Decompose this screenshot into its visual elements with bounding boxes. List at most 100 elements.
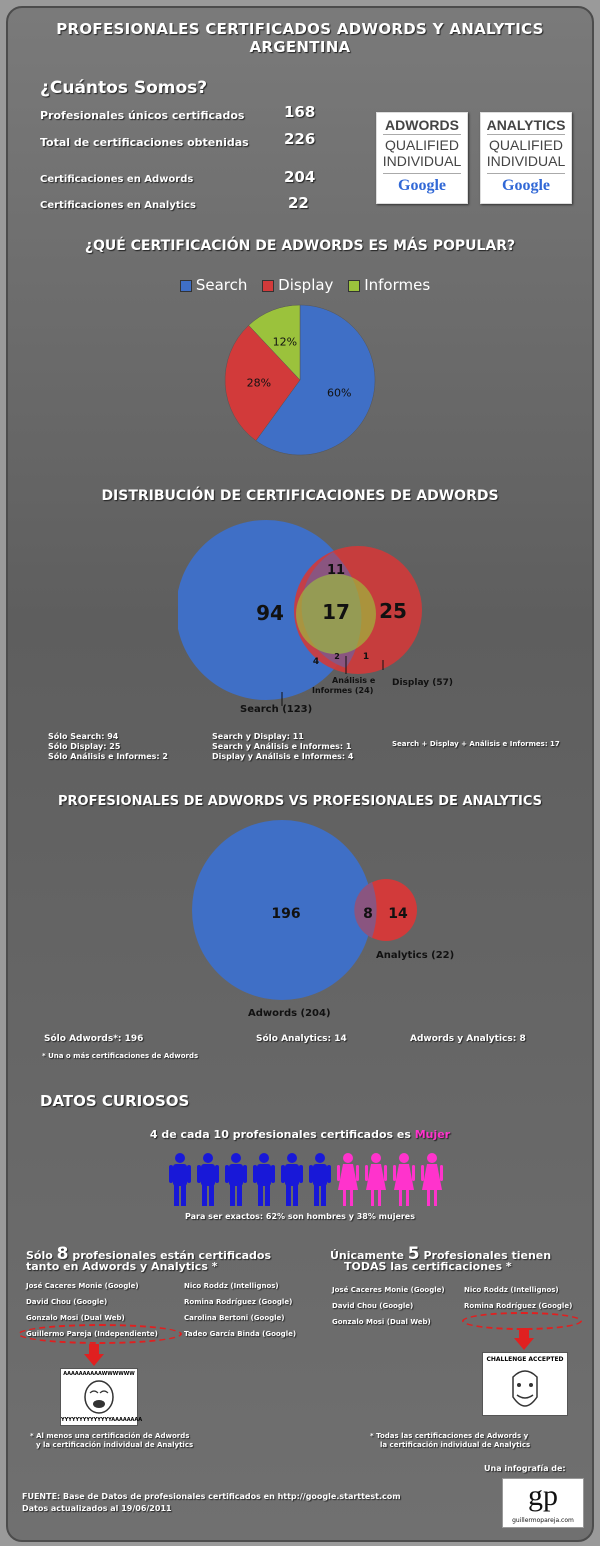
- all-heading-line2: TODAS las certificaciones *: [344, 1260, 512, 1273]
- venn1-note: Sólo Display: 25: [48, 742, 121, 751]
- venn2-note: Sólo Adwords*: 196: [44, 1034, 144, 1044]
- summary-label-0: Profesionales únicos certificados: [40, 109, 245, 122]
- all-footnote-1: * Todas las certificaciones de Adwords y: [370, 1432, 529, 1440]
- man-icon: [308, 1152, 332, 1212]
- summary-value-2: 204: [284, 168, 316, 186]
- man-icon: [196, 1152, 220, 1212]
- both-count: 8: [56, 1244, 69, 1264]
- venn1-informes-label-1: Análisis e: [332, 676, 376, 685]
- venn2-overlap-region: [354, 882, 377, 938]
- pie-slice-display: [224, 324, 301, 442]
- both-heading: Sólo 8 profesionales están certificados: [26, 1244, 271, 1264]
- venn1-note: Sólo Search: 94: [48, 732, 119, 741]
- man-icon: [168, 1152, 192, 1212]
- summary-value-0: 168: [284, 103, 316, 121]
- both-person: Gonzalo Mosi (Dual Web): [26, 1314, 125, 1322]
- man-icon: [280, 1152, 304, 1212]
- badge-divider: [383, 173, 461, 174]
- pie-slice-search: [255, 304, 376, 456]
- woman-icon: [336, 1152, 360, 1212]
- gender-line-text: 4 de cada 10 profesionales certificados …: [149, 1128, 415, 1141]
- venn2-analytics-label: Analytics (22): [376, 950, 455, 961]
- badge-divider: [487, 173, 565, 174]
- both-person: José Caceres Monie (Google): [26, 1282, 139, 1290]
- meme-caption-top: AAAAAAAAAAWWWWWW: [63, 1371, 135, 1377]
- all-heading-prefix: Únicamente: [330, 1249, 408, 1262]
- both-heading-line2: tanto en Adwords y Analytics *: [26, 1260, 218, 1273]
- meme-face-icon: [84, 1380, 114, 1414]
- meme-caption-bottom: YYYYYYYYYYYYYYAAAAAAAA: [61, 1417, 143, 1423]
- summary-label-1: Total de certificaciones obtenidas: [40, 136, 249, 149]
- venn1-search-circle: [178, 520, 356, 700]
- venn1-note: Search y Display: 11: [212, 732, 304, 741]
- all-person: Nico Roddz (Intellignos): [464, 1286, 559, 1294]
- meme-image: AAAAAAAAAAWWWWWW YYYYYYYYYYYYYYAAAAAAAA: [60, 1368, 143, 1426]
- badge-qualified: QUALIFIED: [385, 137, 459, 153]
- logo-text: guillermopareja.com: [512, 1517, 574, 1524]
- gender-highlight: Mujer: [414, 1128, 451, 1141]
- badge-qualified: QUALIFIED: [489, 137, 563, 153]
- pie-label-informes: 12%: [273, 336, 297, 349]
- legend-label-display: Display: [278, 276, 334, 294]
- pie-chart: 60% 28% 12%: [224, 304, 376, 456]
- summary-value-1: 226: [284, 130, 316, 148]
- curious-heading: DATOS CURIOSOS: [40, 1092, 190, 1110]
- venn1-diagram: 94 25 17 11 4 2 1: [178, 520, 422, 706]
- venn2-note: Sólo Analytics: 14: [256, 1034, 347, 1044]
- both-heading-prefix: Sólo: [26, 1249, 57, 1262]
- pie-legend: Search Display Informes: [8, 276, 592, 294]
- both-footnote-2: y la certificación individual de Analyti…: [36, 1441, 194, 1449]
- all-footnote-2: la certificación individual de Analytics: [380, 1441, 531, 1449]
- all-person: José Caceres Monie (Google): [332, 1286, 445, 1294]
- page-title: PROFESIONALES CERTIFICADOS ADWORDS Y ANA…: [56, 20, 544, 38]
- all-person: Romina Rodríguez (Google): [464, 1302, 573, 1310]
- infographic-board: PROFESIONALES CERTIFICADOS ADWORDS Y ANA…: [6, 6, 594, 1542]
- venn2-note: Adwords y Analytics: 8: [410, 1034, 526, 1044]
- all-person: David Chou (Google): [332, 1302, 414, 1310]
- pie-label-search: 60%: [327, 387, 351, 400]
- update-date: Datos actualizados al 19/06/2011: [22, 1504, 172, 1513]
- legend-swatch-search: [179, 279, 192, 292]
- highlight-ellipse: [18, 1324, 182, 1344]
- venn2-footnote: * Una o más certificaciones de Adwords: [42, 1052, 199, 1060]
- badge-title: ANALYTICS: [486, 117, 566, 133]
- both-person: Carolina Bertoni (Google): [184, 1314, 285, 1322]
- badge-individual: INDIVIDUAL: [382, 153, 462, 169]
- down-arrow-icon: [514, 1328, 534, 1350]
- legend-swatch-informes: [348, 279, 361, 292]
- venn1-note: Sólo Análisis e Informes: 2: [48, 752, 168, 761]
- logo-mark: gp: [528, 1479, 558, 1512]
- venn1-region-17: 17: [322, 600, 350, 624]
- venn1-note: Display y Análisis e Informes: 4: [212, 752, 354, 761]
- pie-label-display: 28%: [247, 377, 271, 390]
- venn2-region-196: 196: [271, 906, 300, 922]
- both-person: David Chou (Google): [26, 1298, 108, 1306]
- legend-label-search: Search: [195, 276, 248, 294]
- venn1-region-25: 25: [379, 599, 407, 623]
- venn1-display-label: Display (57): [392, 678, 453, 688]
- analytics-badge: ANALYTICS QUALIFIED INDIVIDUAL Google: [480, 112, 572, 204]
- venn1-region-4: 4: [313, 657, 319, 667]
- venn1-region-11: 11: [327, 563, 345, 578]
- summary-label-3: Certificaciones en Analytics: [40, 200, 196, 211]
- legend-swatch-display: [262, 279, 275, 292]
- venn2-region-14: 14: [388, 906, 408, 922]
- venn1-title: DISTRIBUCIÓN DE CERTIFICACIONES DE ADWOR…: [101, 488, 499, 504]
- venn1-informes-label-2: Informes (24): [312, 686, 374, 695]
- all-heading-suffix: Profesionales tienen: [419, 1249, 552, 1262]
- credit-label: Una infografía de:: [484, 1464, 566, 1473]
- summary-value-3: 22: [288, 194, 309, 212]
- venn2-diagram: 196 8 14: [192, 820, 417, 1000]
- legend-label-informes: Informes: [364, 276, 431, 294]
- both-person: Romina Rodríguez (Google): [184, 1298, 293, 1306]
- google-logo: Google: [502, 177, 550, 194]
- venn2-region-8: 8: [363, 906, 373, 922]
- challenge-meme-image: CHALLENGE ACCEPTED: [482, 1352, 568, 1416]
- venn1-note: Search y Análisis e Informes: 1: [212, 742, 352, 751]
- badge-divider: [383, 134, 461, 135]
- gender-detail: Para ser exactos: 62% son hombres y 38% …: [185, 1212, 415, 1221]
- venn1-note: Search + Display + Análisis e Informes: …: [392, 740, 560, 748]
- google-logo: Google: [398, 177, 446, 194]
- venn2-adwords-circle: [192, 820, 372, 1000]
- woman-icon: [392, 1152, 416, 1212]
